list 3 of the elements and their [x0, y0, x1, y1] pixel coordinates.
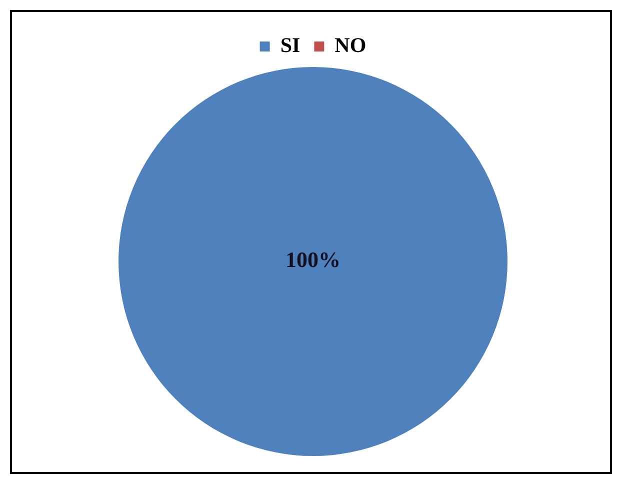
legend-label: SI: [280, 32, 300, 57]
data-label: 100%: [286, 247, 340, 272]
legend-label: NO: [334, 32, 366, 57]
